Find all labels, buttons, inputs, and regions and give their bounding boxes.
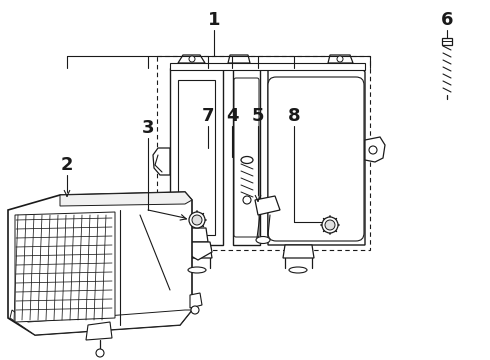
Circle shape [337, 56, 343, 62]
Polygon shape [153, 148, 170, 175]
Text: 2: 2 [61, 156, 73, 174]
Polygon shape [184, 242, 212, 260]
Polygon shape [86, 322, 112, 340]
Text: 7: 7 [202, 107, 214, 125]
Polygon shape [442, 38, 452, 45]
Polygon shape [186, 228, 208, 242]
FancyBboxPatch shape [268, 77, 364, 241]
Circle shape [96, 349, 104, 357]
Polygon shape [170, 63, 365, 70]
Circle shape [322, 217, 338, 233]
Ellipse shape [188, 267, 206, 273]
Text: 8: 8 [288, 107, 300, 125]
Circle shape [189, 212, 205, 228]
Polygon shape [15, 212, 115, 322]
Polygon shape [183, 245, 212, 258]
Circle shape [369, 146, 377, 154]
Polygon shape [255, 196, 280, 215]
FancyBboxPatch shape [234, 78, 259, 237]
Polygon shape [328, 55, 353, 63]
Polygon shape [10, 310, 192, 335]
Circle shape [192, 215, 202, 225]
Ellipse shape [256, 237, 270, 243]
Polygon shape [365, 137, 385, 162]
Polygon shape [170, 68, 223, 245]
Circle shape [189, 56, 195, 62]
Text: 1: 1 [208, 11, 220, 29]
Polygon shape [283, 245, 314, 258]
Circle shape [191, 306, 199, 314]
Polygon shape [233, 68, 260, 245]
Ellipse shape [289, 267, 307, 273]
Polygon shape [228, 55, 250, 63]
Polygon shape [178, 55, 205, 63]
Polygon shape [60, 192, 192, 206]
Polygon shape [190, 293, 202, 308]
Text: 5: 5 [252, 107, 264, 125]
Polygon shape [268, 68, 365, 245]
Polygon shape [178, 80, 215, 235]
Circle shape [243, 196, 251, 204]
Text: 6: 6 [441, 11, 453, 29]
Ellipse shape [241, 157, 253, 163]
Text: 3: 3 [142, 119, 154, 137]
Text: 4: 4 [226, 107, 238, 125]
Polygon shape [8, 192, 192, 335]
Bar [157, 56, 370, 250]
Circle shape [325, 220, 335, 230]
